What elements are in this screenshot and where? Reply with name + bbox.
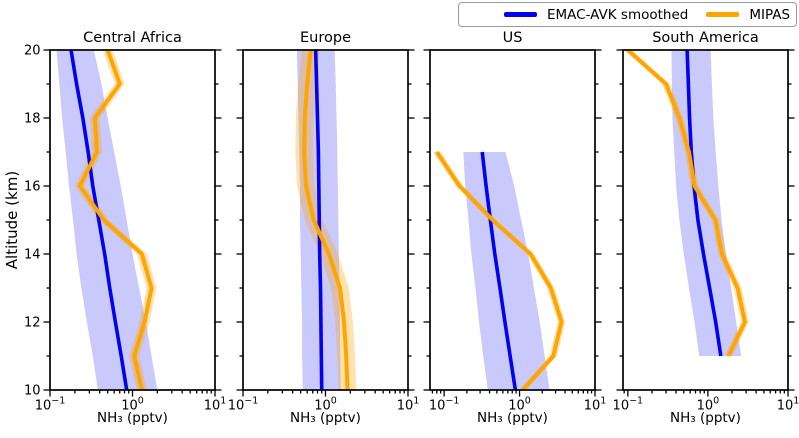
- y-tick-label: 18: [24, 112, 41, 127]
- emac-uncertainty-band: [463, 152, 550, 390]
- mipas-line: [435, 150, 564, 392]
- panel-central-africa: 10−1 100 101 10 12 14 16 18 20: [24, 44, 226, 414]
- x-tick-label: 100: [508, 396, 531, 414]
- mipas-line: [302, 49, 350, 391]
- mipas-line: [77, 49, 154, 391]
- axis-ticks: [616, 49, 795, 397]
- x-tick-label: 101: [204, 396, 227, 414]
- emac-line: [685, 49, 723, 357]
- emac-line: [480, 151, 518, 391]
- y-tick-label: 16: [24, 180, 41, 195]
- axis-ticks: [423, 49, 602, 397]
- x-tick-label: 101: [777, 396, 799, 414]
- x-axis-label-3: NH₃ (pptv): [477, 410, 548, 426]
- x-tick-label: 10−1: [429, 396, 460, 414]
- panel-europe: 10−1 100 101: [228, 49, 420, 414]
- panel-title-us: US: [502, 30, 523, 46]
- emac-uncertainty-band: [56, 50, 158, 390]
- x-tick-label: 101: [584, 396, 607, 414]
- panel-south-america: 10−1 100 101: [613, 48, 799, 414]
- x-tick-label: 100: [697, 396, 720, 414]
- legend-item-mipas: MIPAS: [706, 7, 790, 23]
- x-tick-label: 100: [121, 396, 144, 414]
- x-tick-label: 100: [314, 396, 337, 414]
- y-tick-label: 20: [24, 44, 41, 59]
- y-tick-label: 14: [24, 248, 41, 263]
- legend-label-mipas: MIPAS: [749, 6, 791, 23]
- emac-line: [69, 49, 129, 391]
- x-axis-label-4: NH₃ (pptv): [670, 410, 741, 426]
- panel-title-central-africa: Central Africa: [83, 30, 182, 46]
- x-tick-label: 10−1: [228, 396, 259, 414]
- y-tick-label: 12: [24, 316, 41, 331]
- x-tick-label: 10−1: [613, 396, 644, 414]
- x-axis-label-1: NH₃ (pptv): [97, 410, 168, 426]
- x-axis-label-2: NH₃ (pptv): [290, 410, 361, 426]
- axis-ticks: [236, 49, 415, 397]
- x-tick-label: 101: [397, 396, 420, 414]
- panel-title-europe: Europe: [300, 30, 351, 46]
- panel-us: 10−1 100 101: [423, 49, 607, 414]
- legend-item-emac: EMAC-AVK smoothed: [504, 7, 688, 23]
- axis-ticks: [43, 49, 222, 397]
- x-tick-label: 10−1: [35, 396, 66, 414]
- panel-title-south-america: South America: [652, 30, 759, 46]
- y-tick-label: 10: [24, 384, 41, 399]
- legend-line-emac-icon: [504, 12, 537, 17]
- legend-line-mipas-icon: [706, 12, 740, 17]
- legend: EMAC-AVK smoothed MIPAS: [458, 2, 797, 27]
- mipas-line: [626, 48, 747, 357]
- emac-line: [313, 49, 324, 391]
- legend-label-emac: EMAC-AVK smoothed: [547, 6, 689, 23]
